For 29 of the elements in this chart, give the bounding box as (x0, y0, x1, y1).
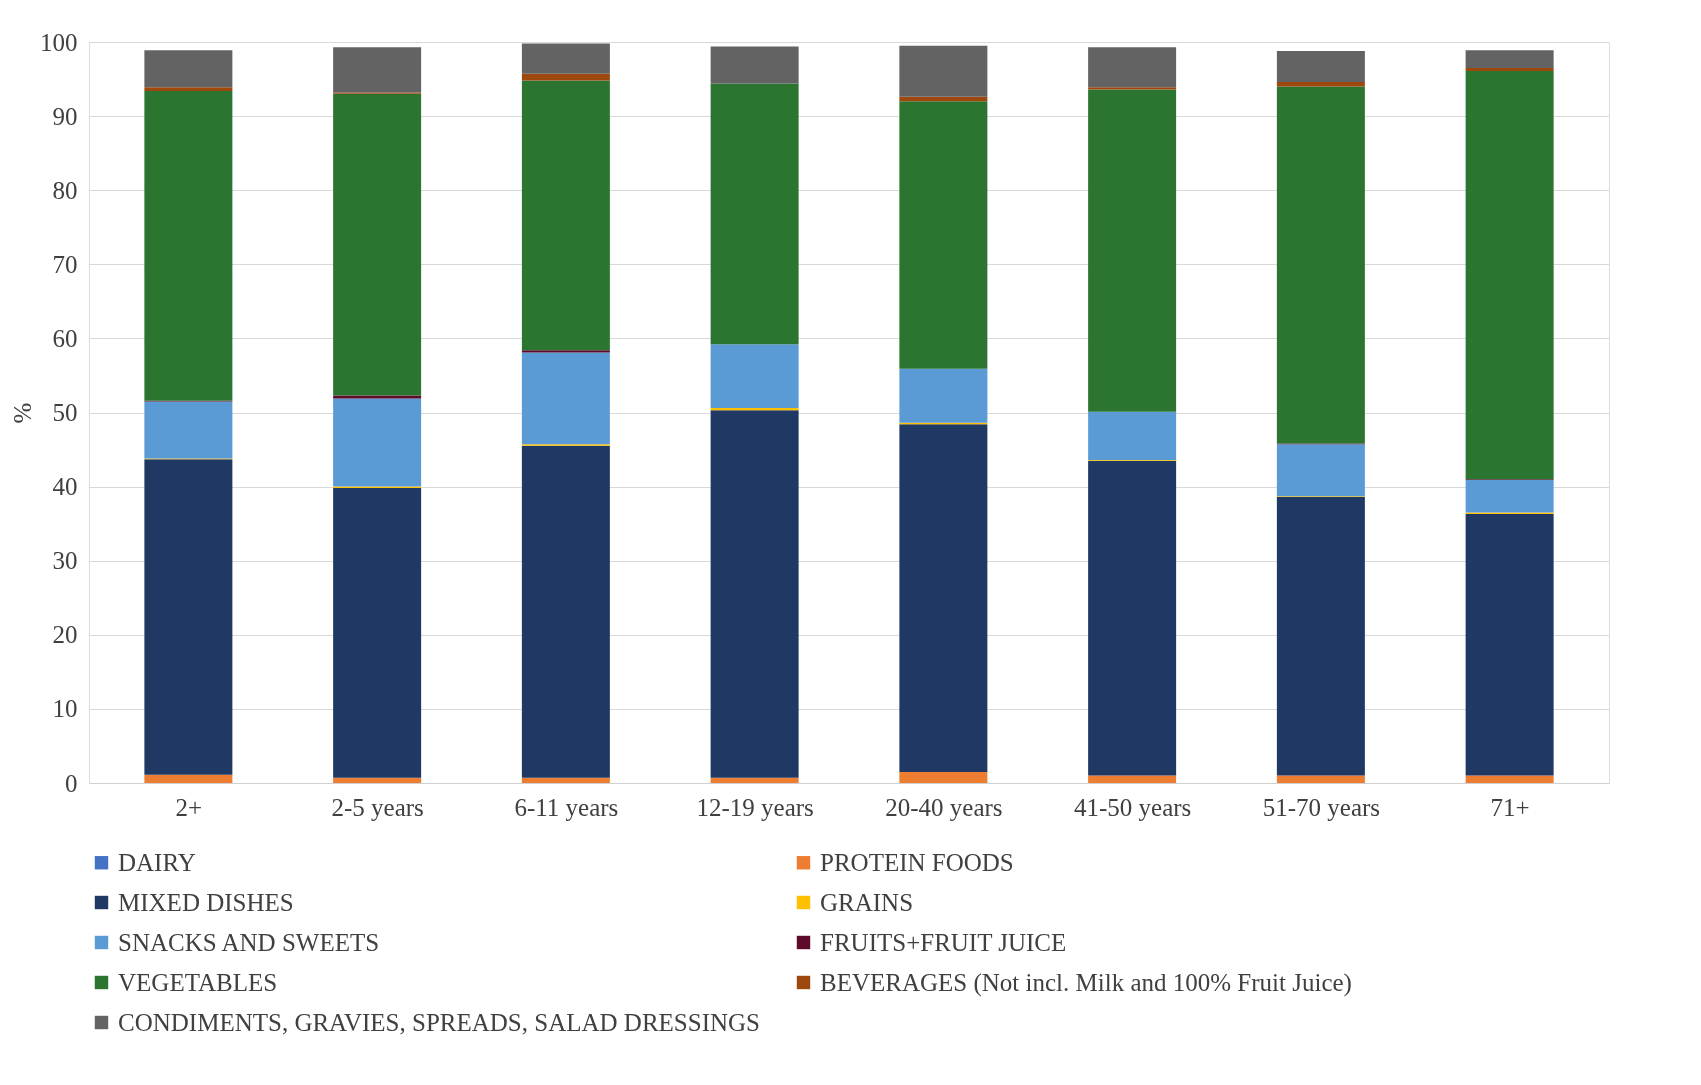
x-tick-label: 2+ (175, 793, 203, 821)
legend-label: GRAINS (820, 888, 914, 916)
legend-label: DAIRY (118, 848, 196, 876)
legend-label: MIXED DISHES (118, 888, 294, 916)
x-tick-label: 41-50 years (1073, 793, 1192, 821)
y-tick-label: 50 (52, 399, 78, 426)
legend-label: CONDIMENTS, GRAVIES, SPREADS, SALAD DRESSINGS (118, 1008, 761, 1036)
legend-label: FRUITS+FRUIT JUICE (820, 928, 1067, 956)
y-tick-label: 30 (52, 547, 78, 575)
legend-label: PROTEIN FOODS (820, 848, 1014, 876)
y-tick-label: 100 (40, 28, 78, 56)
y-tick-label: 0 (65, 769, 78, 797)
y-tick-label: 40 (52, 473, 78, 501)
legend-label: SNACKS AND SWEETS (118, 928, 380, 956)
y-axis-title: % (9, 402, 36, 424)
y-tick-label: 20 (52, 621, 78, 649)
y-tick-label: 70 (52, 250, 78, 278)
y-tick-label: 90 (52, 102, 78, 130)
y-tick-label: 60 (52, 324, 78, 352)
x-tick-label: 2-5 years (331, 793, 424, 821)
legend-label: BEVERAGES (Not incl. Milk and 100% Fruit Juice) (820, 968, 1352, 997)
y-tick-label: 10 (52, 695, 78, 723)
x-tick-label: 12-19 years (696, 793, 814, 821)
x-tick-label: 71+ (1490, 793, 1530, 821)
legend-label: VEGETABLES (118, 968, 278, 996)
y-tick-label: 80 (52, 176, 78, 204)
x-tick-label: 20-40 years (885, 793, 1003, 821)
x-tick-label: 6-11 years (514, 793, 619, 821)
x-tick-label: 51-70 years (1262, 793, 1381, 821)
